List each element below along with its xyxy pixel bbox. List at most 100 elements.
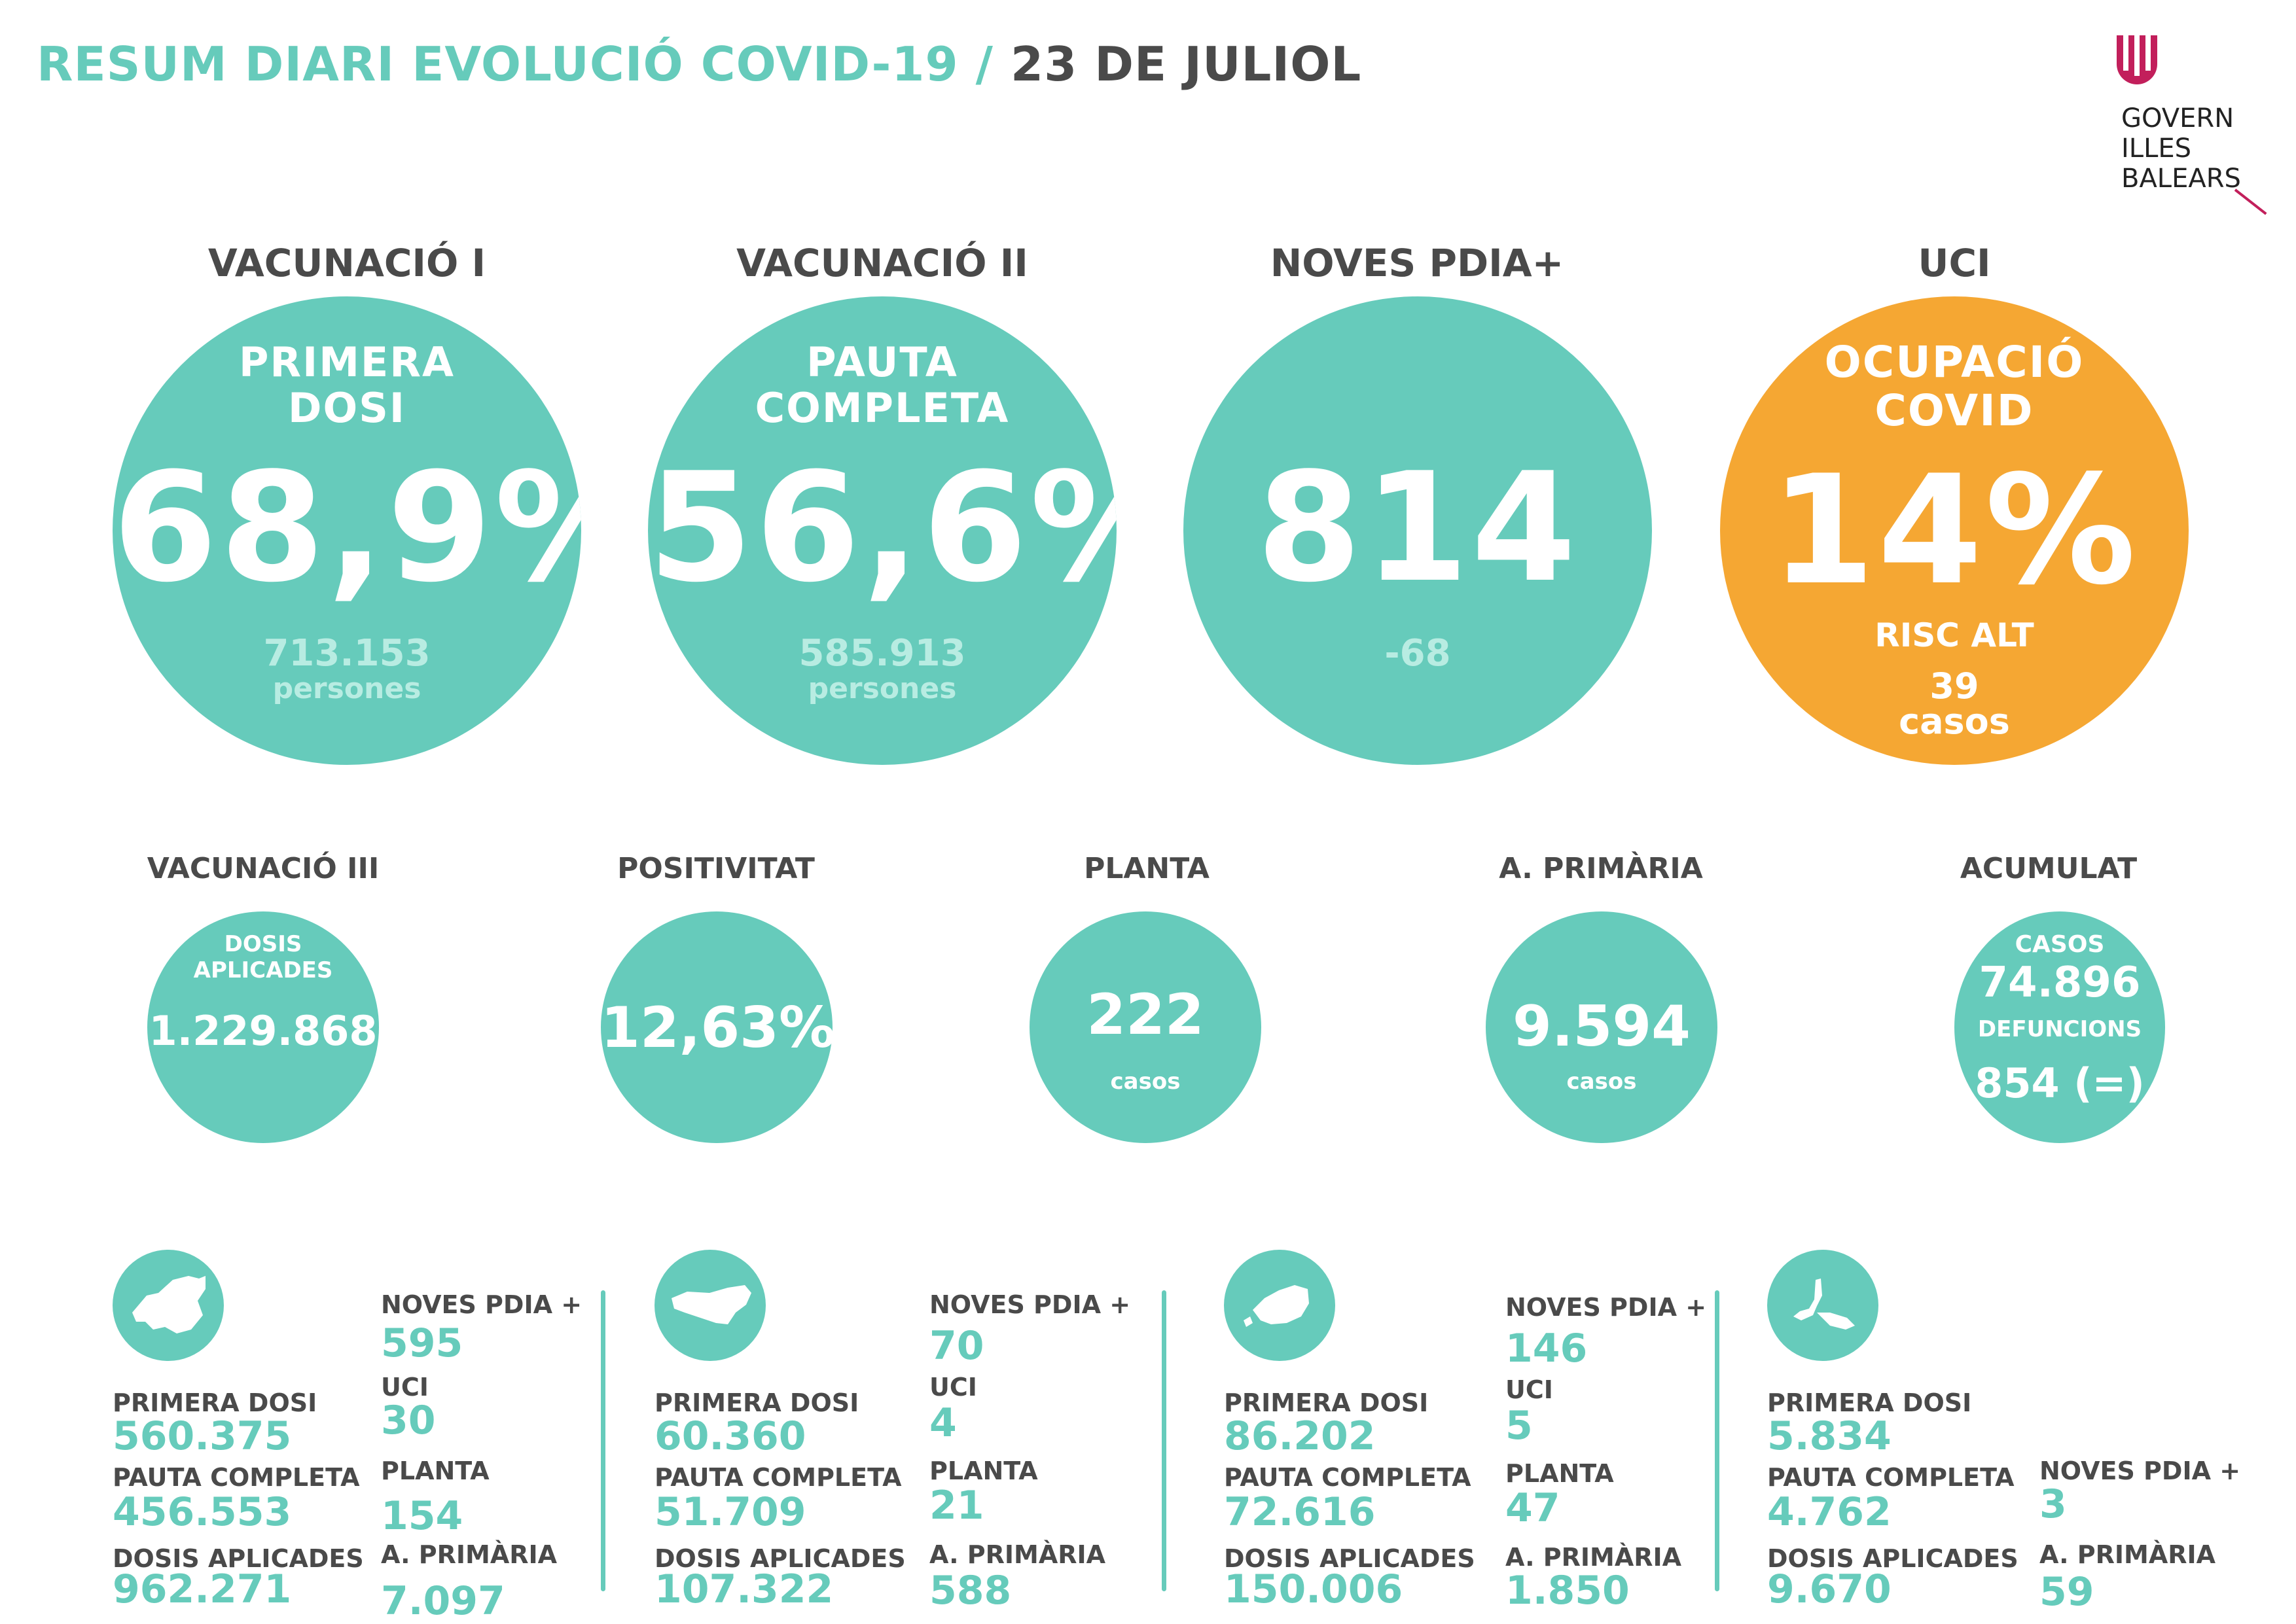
- mallorca-primaria-value: 7.097: [381, 1578, 505, 1624]
- menorca-pdia-value: 70: [929, 1323, 984, 1369]
- uci-label: UCI: [1918, 241, 1991, 285]
- formentera-primera-label: PRIMERA DOSI: [1767, 1388, 1972, 1417]
- logo-line-3: BALEARS: [2121, 164, 2241, 194]
- mallorca-pauta-label: PAUTA COMPLETA: [113, 1463, 360, 1492]
- vacunacio-3-circle: DOSIS APLICADES 1.229.868: [147, 911, 379, 1143]
- mallorca-uci-label: UCI: [381, 1373, 429, 1402]
- ibiza-pdia-value: 146: [1505, 1326, 1588, 1371]
- uci-cases: 39: [1929, 665, 1979, 707]
- menorca-primera-label: PRIMERA DOSI: [655, 1388, 859, 1417]
- logo-line-1: GOVERN: [2121, 103, 2234, 133]
- formentera-shape: [1793, 1279, 1855, 1330]
- govern-illes-balears-logo: GOVERN ILLES BALEARS: [2104, 33, 2274, 215]
- vacunacio-2-value: 56,6%: [648, 441, 1117, 616]
- vacunacio-3-value: 1.229.868: [149, 1007, 378, 1055]
- mallorca-dosis-label: DOSIS APLICADES: [113, 1544, 364, 1573]
- island-divider-3: [1715, 1290, 1719, 1591]
- noves-pdia-label: NOVES PDIA+: [1270, 241, 1564, 285]
- vacunacio-2-unit: persones: [808, 672, 957, 705]
- logo-text: GOVERN ILLES BALEARS: [2121, 103, 2241, 194]
- menorca-uci-value: 4: [929, 1400, 957, 1446]
- uci-circle: OCUPACIÓ COVID 14% RISC ALT 39 casos: [1720, 296, 2189, 765]
- mallorca-pauta-value: 456.553: [113, 1489, 292, 1535]
- positivitat-circle: 12,63%: [601, 911, 836, 1143]
- formentera-dosis-value: 9.670: [1767, 1566, 1892, 1612]
- menorca-dosis-label: DOSIS APLICADES: [655, 1544, 906, 1573]
- vacunacio-2-label: VACUNACIÓ II: [736, 241, 1028, 285]
- mallorca-primaria-label: A. PRIMÀRIA: [381, 1540, 558, 1569]
- positivitat-label: POSITIVITAT: [617, 852, 815, 885]
- mallorca-primera-value: 560.375: [113, 1413, 292, 1459]
- mallorca-uci-value: 30: [381, 1398, 436, 1443]
- primaria-circle: 9.594 casos: [1486, 911, 1717, 1143]
- menorca-primaria-label: A. PRIMÀRIA: [929, 1540, 1106, 1569]
- uci-value: 14%: [1770, 444, 2139, 618]
- vacunacio-1-unit: persones: [272, 672, 422, 705]
- ibiza-primaria-label: A. PRIMÀRIA: [1505, 1543, 1682, 1572]
- formentera-map-icon: [1767, 1250, 1878, 1361]
- vacunacio-2-sub1: PAUTA: [806, 338, 958, 386]
- island-divider-1: [601, 1290, 605, 1591]
- noves-pdia-value: 814: [1256, 441, 1579, 616]
- mallorca-dosis-value: 962.271: [113, 1566, 292, 1612]
- planta-label: PLANTA: [1084, 852, 1210, 885]
- uci-cases-unit: casos: [1899, 701, 2010, 742]
- vacunacio-1-count: 713.153: [263, 632, 431, 675]
- vacunacio-1-sub2: DOSI: [288, 384, 406, 432]
- vacunacio-2-count: 585.913: [798, 632, 966, 675]
- uci-sub1: OCUPACIÓ: [1824, 337, 2085, 387]
- positivitat-value: 12,63%: [601, 995, 836, 1061]
- logo-line-2: ILLES: [2121, 133, 2192, 164]
- vacunacio-1-value: 68,9%: [113, 441, 581, 616]
- menorca-uci-label: UCI: [929, 1373, 977, 1402]
- vacunacio-3-sub2: APLICADES: [193, 957, 333, 983]
- vacunacio-2-circle: PAUTA COMPLETA 56,6% 585.913 persones: [648, 296, 1117, 765]
- vacunacio-2-sub2: COMPLETA: [755, 384, 1010, 432]
- ibiza-uci-label: UCI: [1505, 1375, 1553, 1404]
- page-title: RESUM DIARI EVOLUCIÓ COVID-19 / 23 DE JU…: [37, 37, 1361, 92]
- mallorca-planta-label: PLANTA: [381, 1456, 490, 1485]
- mallorca-planta-value: 154: [381, 1493, 463, 1539]
- acumulat-cases-label: CASOS: [2015, 931, 2105, 958]
- menorca-primera-value: 60.360: [655, 1413, 806, 1459]
- uci-risk: RISC ALT: [1874, 616, 2034, 654]
- planta-unit: casos: [1110, 1068, 1181, 1095]
- menorca-planta-value: 21: [929, 1483, 984, 1528]
- ibiza-primera-value: 86.202: [1224, 1413, 1376, 1459]
- ibiza-primaria-value: 1.850: [1505, 1568, 1630, 1614]
- ibiza-map-icon: [1224, 1250, 1335, 1361]
- primaria-unit: casos: [1566, 1068, 1637, 1095]
- formentera-pauta-value: 4.762: [1767, 1489, 1892, 1535]
- mallorca-pdia-value: 595: [381, 1320, 463, 1366]
- planta-circle: 222 casos: [1030, 911, 1261, 1143]
- menorca-map-icon: [655, 1250, 766, 1361]
- formentera-pauta-label: PAUTA COMPLETA: [1767, 1463, 2015, 1492]
- title-main: RESUM DIARI EVOLUCIÓ COVID-19 /: [37, 37, 994, 92]
- uci-sub2: COVID: [1874, 385, 2034, 436]
- acumulat-circle: CASOS 74.896 DEFUNCIONS 854 (=): [1954, 911, 2165, 1143]
- formentera-primera-value: 5.834: [1767, 1413, 1892, 1459]
- mallorca-map-icon: [113, 1250, 224, 1361]
- acumulat-deaths-label: DEFUNCIONS: [1977, 1016, 2142, 1042]
- ibiza-planta-label: PLANTA: [1505, 1459, 1614, 1488]
- ibiza-dosis-label: DOSIS APLICADES: [1224, 1544, 1475, 1573]
- acumulat-cases-value: 74.896: [1979, 959, 2141, 1007]
- menorca-pauta-value: 51.709: [655, 1489, 806, 1535]
- formentera-primaria-value: 59: [2039, 1569, 2094, 1615]
- mallorca-primera-label: PRIMERA DOSI: [113, 1388, 317, 1417]
- primaria-label: A. PRIMÀRIA: [1499, 852, 1703, 885]
- ibiza-pauta-label: PAUTA COMPLETA: [1224, 1463, 1471, 1492]
- ibiza-uci-value: 5: [1505, 1403, 1533, 1449]
- mallorca-pdia-label: NOVES PDIA +: [381, 1290, 583, 1319]
- vacunacio-3-label: VACUNACIÓ III: [147, 852, 380, 885]
- ibiza-pdia-label: NOVES PDIA +: [1505, 1293, 1707, 1322]
- planta-value: 222: [1086, 982, 1204, 1048]
- primaria-value: 9.594: [1512, 994, 1691, 1059]
- vacunacio-1-sub1: PRIMERA: [238, 338, 456, 386]
- noves-pdia-circle: 814 -68: [1183, 296, 1652, 765]
- formentera-primaria-label: A. PRIMÀRIA: [2039, 1540, 2216, 1569]
- vacunacio-1-circle: PRIMERA DOSI 68,9% 713.153 persones: [113, 296, 581, 765]
- coat-of-arms-icon: [2117, 35, 2157, 84]
- ibiza-shape: [1244, 1285, 1309, 1327]
- vacunacio-1-label: VACUNACIÓ I: [207, 241, 486, 285]
